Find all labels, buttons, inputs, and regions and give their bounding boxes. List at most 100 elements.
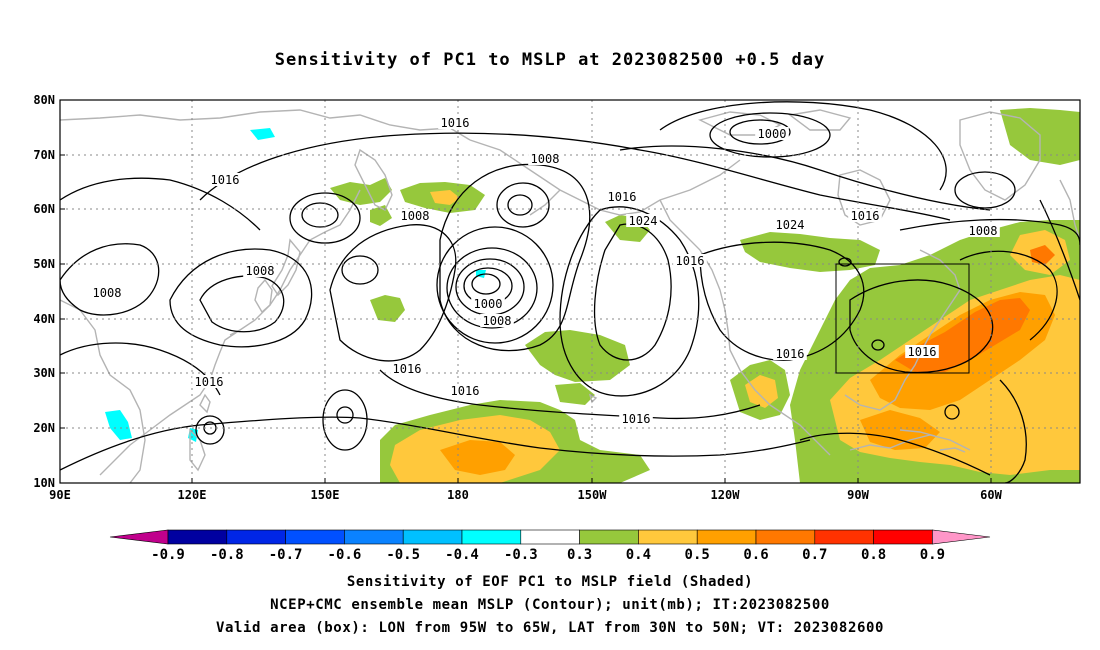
colorbar-tick-label: 0.3 (567, 547, 592, 563)
contour-label: 1016 (851, 209, 880, 223)
colorbar-segment (520, 529, 580, 545)
colorbar-tick-label: -0.3 (504, 547, 538, 563)
contour-label-bg (773, 347, 807, 360)
colorbar-tick-label: 0.8 (861, 547, 886, 563)
contour-label: 1008 (483, 314, 512, 328)
contour-label-bg (528, 152, 562, 165)
lon-tick-label: 120E (178, 488, 207, 502)
caption-line-3: Valid area (box): LON from 95W to 65W, L… (215, 620, 885, 636)
contour-label-bg (605, 190, 639, 203)
colorbar-tick-label: -0.9 (151, 547, 185, 563)
colorbar-segment (579, 529, 639, 545)
contour-label-bg (398, 209, 432, 222)
contour-label: 1016 (608, 190, 637, 204)
contour-label: 1016 (908, 345, 937, 359)
contour-label: 1016 (211, 173, 240, 187)
contour-labels: 1016 1008 1016 1008 1008 1008 1016 1016 1016 1024… (90, 116, 1000, 426)
contour-label-bg (773, 218, 807, 231)
graticule (60, 100, 1080, 483)
shade-green-region (555, 383, 595, 405)
lon-tick-label: 90W (847, 488, 869, 502)
shade-green-region (525, 330, 630, 382)
colorbar-segment (696, 529, 757, 545)
colorbar-tick-label: -0.6 (328, 547, 362, 563)
chart-title: Sensitivity of PC1 to MSLP at 2023082500… (274, 50, 826, 70)
lat-tick-label: 30N (33, 366, 55, 380)
colorbar-segment (873, 529, 933, 545)
contour-label: 1008 (969, 224, 998, 238)
contour-label-bg (390, 362, 424, 375)
colorbar-tick-label: 0.5 (685, 547, 710, 563)
contour-label-bg (192, 375, 226, 388)
colorbar-tick-label: 0.7 (802, 547, 827, 563)
colorbar-labels: -0.9 -0.8 -0.7 -0.6 -0.5 -0.4 -0.3 0.3 0.4 0.5 0.6… (151, 547, 945, 563)
contour-label: 1000 (758, 127, 787, 141)
lat-tick-label: 70N (33, 148, 55, 162)
contour-label: 1016 (676, 254, 705, 268)
colorbar-segment (344, 529, 404, 545)
longitude-labels: 90E 120E 150E 180 150W 120W 90W 60W (49, 488, 1002, 502)
colorbar-segment (814, 529, 874, 545)
contour-label-bg (448, 384, 482, 397)
colorbar-tick-label: 0.9 (920, 547, 945, 563)
lat-tick-label: 80N (33, 93, 55, 107)
contour-label: 1024 (776, 218, 805, 232)
contour-label-bg (673, 254, 707, 267)
contour-label-bg (208, 173, 242, 186)
sensitivity-shading (105, 108, 1080, 483)
colorbar-segment (638, 529, 698, 545)
contour-label-bg (438, 116, 472, 129)
contour-label-bg (905, 345, 939, 358)
contour-label: 1016 (441, 116, 470, 130)
lon-tick-label: 60W (980, 488, 1002, 502)
lat-tick-label: 20N (33, 421, 55, 435)
shade-yellow-region (430, 190, 460, 205)
contour-label-bg (755, 127, 789, 140)
contour-label: 1000 (474, 297, 503, 311)
contour-label-bg (243, 264, 277, 277)
lat-tick-label: 40N (33, 312, 55, 326)
contour-label-bg (966, 224, 1000, 237)
colorbar-arrow-left (109, 529, 169, 545)
shade-green-region (370, 295, 405, 322)
contour-label: 1016 (451, 384, 480, 398)
contour-label: 1016 (393, 362, 422, 376)
colorbar-segment (402, 529, 463, 545)
latitude-labels: 80N 70N 60N 50N 40N 30N 20N 10N (33, 93, 55, 490)
map-frame (59, 99, 1081, 484)
lat-tick-label: 50N (33, 257, 55, 271)
contour-label: 1016 (195, 375, 224, 389)
caption-line-2: NCEP+CMC ensemble mean MSLP (Contour); u… (270, 597, 830, 613)
contour-label-bg (619, 412, 653, 425)
valid-area-box (835, 263, 970, 374)
colorbar-segment (755, 529, 816, 545)
axis-ticks (59, 99, 992, 484)
shade-yellow-region (745, 375, 778, 408)
shade-cyan-region (250, 128, 275, 140)
contour-label-bg (848, 209, 882, 222)
contour-label: 1016 (622, 412, 651, 426)
contour-label-bg (90, 286, 124, 299)
contour-label: 1016 (776, 347, 805, 361)
colorbar-segment (167, 529, 228, 545)
lon-tick-label: 150W (578, 488, 608, 502)
colorbar (109, 529, 991, 545)
contour-label: 1024 (629, 214, 658, 228)
contour-label-bg (626, 214, 660, 227)
contour-label: 1008 (93, 286, 122, 300)
lat-tick-label: 60N (33, 202, 55, 216)
colorbar-arrow-right (932, 529, 991, 545)
lat-tick-label: 10N (33, 476, 55, 490)
colorbar-tick-label: 0.6 (743, 547, 768, 563)
colorbar-tick-label: 0.4 (626, 547, 651, 563)
shade-orange-region (440, 440, 515, 475)
lon-tick-label: 180 (447, 488, 469, 502)
contour-label: 1008 (401, 209, 430, 223)
contour-label: 1008 (246, 264, 275, 278)
contour-label-bg (471, 297, 505, 310)
colorbar-segment (461, 529, 522, 545)
colorbar-tick-label: -0.5 (386, 547, 420, 563)
colorbar-tick-label: -0.7 (269, 547, 303, 563)
contour-label: 1008 (531, 152, 560, 166)
